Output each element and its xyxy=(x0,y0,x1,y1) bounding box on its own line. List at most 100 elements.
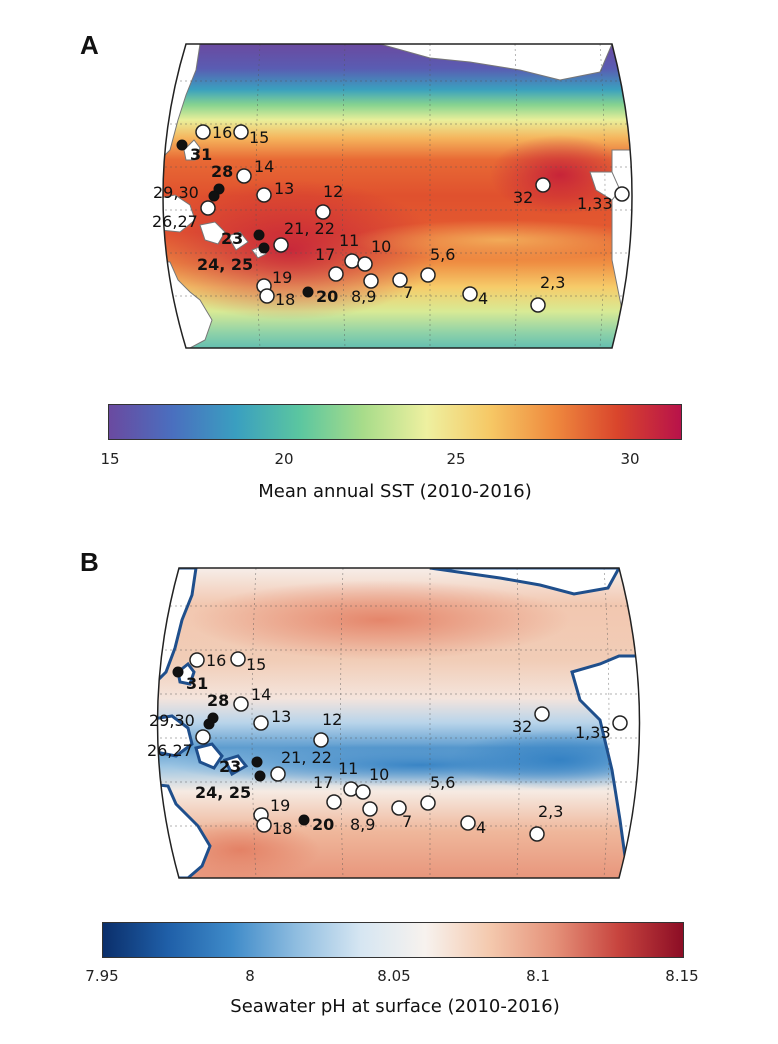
site-label-32: 32 xyxy=(513,188,533,207)
site-marker-17 xyxy=(328,266,344,282)
site-label-b-32: 32 xyxy=(512,717,532,736)
site-marker-b-12 xyxy=(313,732,329,748)
site-label-4: 4 xyxy=(478,289,488,308)
site-label-1-33: 1,33 xyxy=(577,194,613,213)
site-marker-b-24-25 xyxy=(254,770,266,782)
site-label-23: 23 xyxy=(221,229,243,248)
site-marker-23 xyxy=(253,229,265,241)
ph-tick-8-1: 8.1 xyxy=(526,967,550,985)
sst-map-body xyxy=(163,44,632,348)
site-label-b-20: 20 xyxy=(312,815,334,834)
panel-letter-a: A xyxy=(80,30,99,60)
site-label-b-28: 28 xyxy=(207,691,229,710)
site-label-2-3: 2,3 xyxy=(540,273,565,292)
site-label-b-8-9: 8,9 xyxy=(350,815,375,834)
site-label-17: 17 xyxy=(315,245,335,264)
site-marker-4 xyxy=(462,286,478,302)
site-marker-18 xyxy=(259,288,275,304)
site-label-b-19: 19 xyxy=(270,796,290,815)
site-marker-b-16 xyxy=(189,652,205,668)
site-label-18: 18 xyxy=(275,290,295,309)
site-label-b-7: 7 xyxy=(402,812,412,831)
site-marker-b-13 xyxy=(253,715,269,731)
site-marker-b-23 xyxy=(251,756,263,768)
site-marker-21-22 xyxy=(273,237,289,253)
site-marker-1-33 xyxy=(614,186,630,202)
site-marker-b-32 xyxy=(534,706,550,722)
site-label-b-10: 10 xyxy=(369,765,389,784)
site-marker-b-15 xyxy=(230,651,246,667)
site-label-b-24-25: 24, 25 xyxy=(195,783,251,802)
site-label-b-13: 13 xyxy=(271,707,291,726)
site-label-13: 13 xyxy=(274,179,294,198)
site-marker-b-26-27 xyxy=(195,729,211,745)
ph-map-sites: 16 15 31 28 14 29,30 13 26,27 12 23 21, … xyxy=(147,651,628,842)
site-label-b-23: 23 xyxy=(219,757,241,776)
ph-tick-7-95: 7.95 xyxy=(85,967,119,985)
sst-tick-25: 25 xyxy=(446,450,466,468)
site-label-b-4: 4 xyxy=(476,818,486,837)
site-label-26-27: 26,27 xyxy=(152,212,198,231)
site-label-b-29-30: 29,30 xyxy=(149,711,195,730)
ph-colorbar-title: Seawater pH at surface (2010-2016) xyxy=(230,996,560,1017)
sst-tick-15: 15 xyxy=(100,450,120,468)
site-label-14: 14 xyxy=(254,157,274,176)
site-label-7: 7 xyxy=(403,283,413,302)
site-marker-b-14 xyxy=(233,696,249,712)
site-marker-31 xyxy=(176,139,188,151)
site-marker-b-8-9 xyxy=(362,801,378,817)
site-marker-b-2-3 xyxy=(529,826,545,842)
site-marker-29-30 xyxy=(208,190,220,202)
site-marker-13 xyxy=(256,187,272,203)
site-marker-20 xyxy=(302,286,314,298)
site-label-b-21-22: 21, 22 xyxy=(281,748,332,767)
site-marker-7 xyxy=(392,272,408,288)
site-marker-b-31 xyxy=(172,666,184,678)
site-label-b-26-27: 26,27 xyxy=(147,741,193,760)
site-label-24-25: 24, 25 xyxy=(197,255,253,274)
site-label-11: 11 xyxy=(339,231,359,250)
site-label-b-11: 11 xyxy=(338,759,358,778)
site-marker-12 xyxy=(315,204,331,220)
ph-tick-8-05: 8.05 xyxy=(377,967,411,985)
site-label-21-22: 21, 22 xyxy=(284,219,335,238)
site-label-b-2-3: 2,3 xyxy=(538,802,563,821)
sst-map-frame xyxy=(162,43,633,349)
site-label-b-18: 18 xyxy=(272,819,292,838)
site-label-b-16: 16 xyxy=(206,651,226,670)
site-label-b-5-6: 5,6 xyxy=(430,773,455,792)
ph-map-frame xyxy=(156,567,641,879)
site-marker-b-10 xyxy=(355,784,371,800)
ph-tick-8-15: 8.15 xyxy=(665,967,699,985)
site-label-28: 28 xyxy=(211,162,233,181)
site-marker-b-7 xyxy=(391,800,407,816)
site-marker-16 xyxy=(195,124,211,140)
sst-tick-30: 30 xyxy=(620,450,640,468)
site-marker-b-5-6 xyxy=(420,795,436,811)
site-marker-8-9 xyxy=(363,273,379,289)
sst-map-sites: 16 15 31 28 14 29,30 13 26,27 12 23 21, … xyxy=(152,123,630,313)
site-label-16: 16 xyxy=(212,123,232,142)
sst-colorbar xyxy=(108,404,682,440)
site-marker-2-3 xyxy=(530,297,546,313)
site-label-8-9: 8,9 xyxy=(351,287,376,306)
site-marker-5-6 xyxy=(420,267,436,283)
site-label-b-1-33: 1,33 xyxy=(575,723,611,742)
sst-tick-20: 20 xyxy=(274,450,294,468)
site-label-10: 10 xyxy=(371,237,391,256)
site-label-b-15: 15 xyxy=(246,655,266,674)
site-label-15: 15 xyxy=(249,128,269,147)
site-marker-24-25 xyxy=(258,242,270,254)
site-label-b-14: 14 xyxy=(251,685,271,704)
site-marker-b-29-30 xyxy=(203,718,215,730)
site-marker-b-21-22 xyxy=(270,766,286,782)
site-marker-b-20 xyxy=(298,814,310,826)
site-label-31: 31 xyxy=(190,145,212,164)
panel-letter-b: B xyxy=(80,547,99,577)
site-label-29-30: 29,30 xyxy=(153,183,199,202)
site-label-b-31: 31 xyxy=(186,674,208,693)
site-marker-11 xyxy=(344,253,360,269)
site-marker-b-4 xyxy=(460,815,476,831)
ph-colorbar xyxy=(102,922,684,958)
